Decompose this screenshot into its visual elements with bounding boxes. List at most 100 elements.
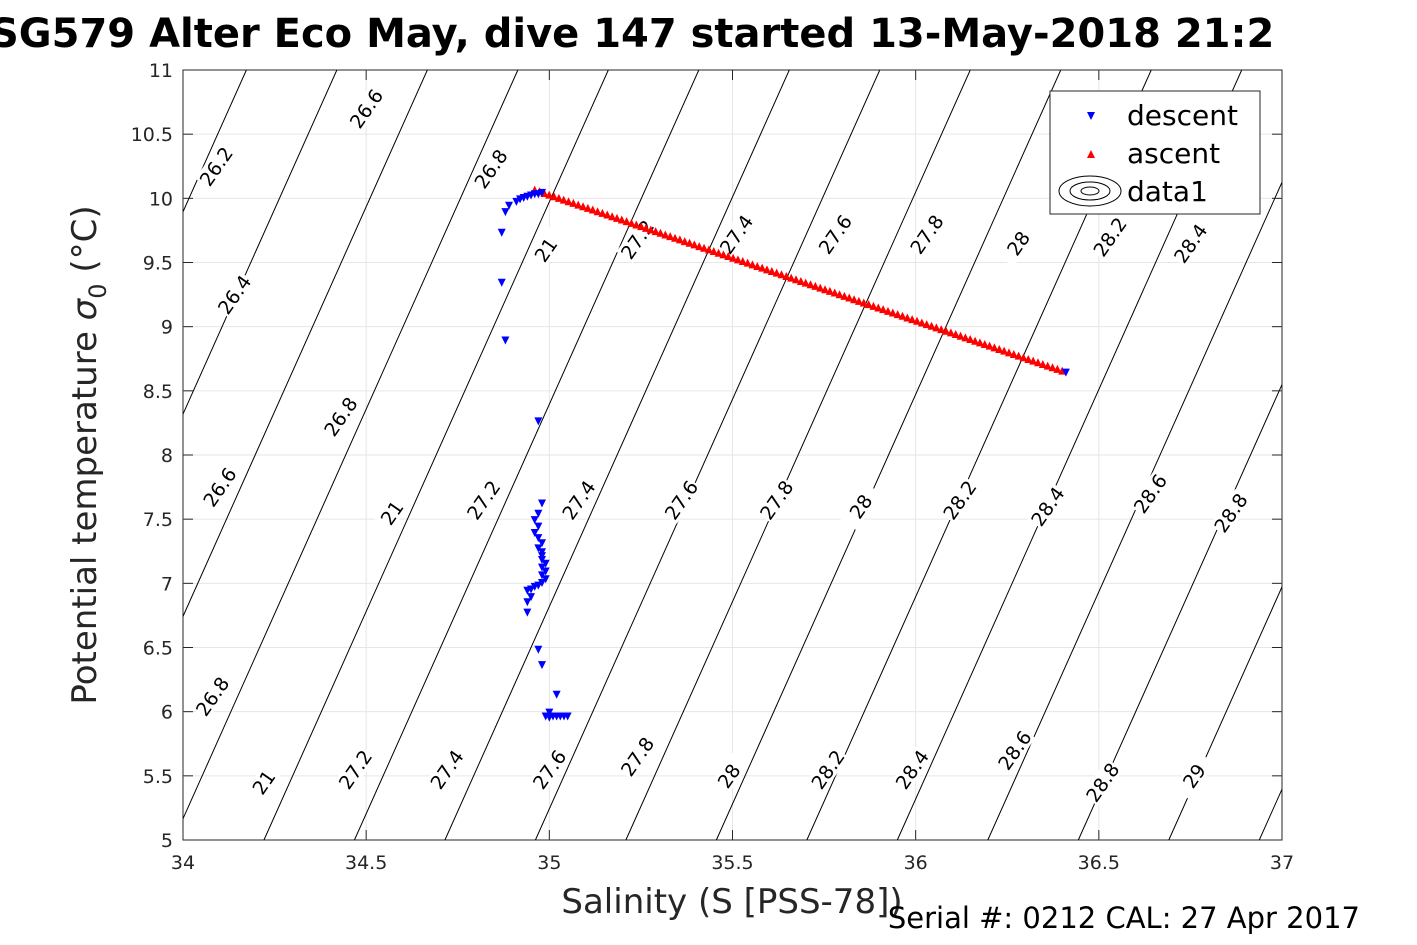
ascent-point (966, 335, 975, 344)
legend-box (1049, 90, 1261, 215)
descent-point (534, 509, 543, 518)
descent-point (534, 645, 543, 654)
x-axis-label: Salinity (S [PSS-78]) (561, 882, 902, 922)
ascent-point (559, 195, 568, 204)
ascent-point (811, 281, 820, 290)
ascent-point (656, 228, 665, 237)
isopycnal-label: 27.8 (906, 211, 948, 258)
isopycnal-label-bg (1089, 213, 1131, 261)
ascent-point (835, 290, 844, 299)
ascent-series (530, 185, 1067, 375)
ascent-point (942, 326, 951, 335)
ascent-point (690, 240, 699, 249)
ascent-point (908, 315, 917, 324)
ascent-point (762, 265, 771, 274)
descent-point (538, 539, 547, 548)
ascent-point (695, 242, 704, 251)
ascent-point (796, 276, 805, 285)
isopycnal-line (1350, 70, 1417, 840)
ascent-point (748, 260, 757, 269)
descent-point (538, 188, 547, 197)
y-axis-label-unit: (°C) (65, 205, 105, 283)
isopycnal-label: 26.2 (196, 143, 238, 190)
legend-ascent-label: ascent (1127, 137, 1220, 170)
isopycnal-line (444, 70, 790, 840)
isopycnal-label-bg (1026, 482, 1069, 531)
y-axis-label-main: Potential temperature (65, 320, 105, 704)
isopycnal-line (353, 70, 700, 840)
isopycnal-label-bg (660, 476, 703, 524)
isopycnal-line (1168, 585, 1282, 840)
y-axis-label: Potential temperature σ0 (°C) (65, 205, 112, 704)
ascent-point (1019, 353, 1028, 362)
isopycnal-line (183, 70, 338, 416)
isopycnal-label-bg (997, 219, 1040, 268)
isopycnal-label-bg (993, 726, 1036, 774)
y-tick-label: 6.5 (143, 638, 173, 660)
ascent-point (1029, 356, 1038, 365)
isopycnal-label-bg (198, 463, 241, 511)
legend-data1-label: data1 (1127, 175, 1208, 208)
ascent-point (680, 237, 689, 246)
x-tick-label: 37 (1270, 852, 1294, 874)
y-tick-label: 10.5 (131, 124, 173, 146)
ascent-point (883, 306, 892, 315)
isopycnal-label: 26.4 (214, 272, 256, 319)
isopycnal-label-bg (1081, 758, 1124, 807)
descent-point (534, 522, 543, 531)
isopycnal-label: 28.2 (807, 746, 849, 793)
ascent-point (874, 303, 883, 312)
ascent-point (888, 308, 897, 317)
isopycnal-label-bg (425, 745, 468, 794)
descent-point (534, 417, 543, 426)
isopycnal-label: 28.2 (939, 477, 981, 524)
y-tick-label: 10 (149, 188, 173, 210)
ascent-point (787, 273, 796, 282)
ascent-point (1004, 348, 1013, 357)
isopycnal-label: 26.6 (346, 85, 388, 132)
descent-point (501, 336, 510, 345)
ascent-point (946, 328, 955, 337)
x-tick-label: 34.5 (345, 852, 387, 874)
ascent-point (859, 298, 868, 307)
ascent-point (937, 325, 946, 334)
y-tick-label: 11 (149, 60, 173, 82)
ascent-point (1000, 346, 1009, 355)
isopycnal-label-bg (1169, 219, 1212, 268)
ascent-point (729, 253, 738, 262)
ascent-point (898, 311, 907, 320)
isopycnal-label: 28.6 (994, 727, 1036, 774)
isopycnal-label: 27.4 (426, 746, 468, 793)
isopycnal-label: 27.6 (815, 211, 857, 258)
isopycnal-label-bg (195, 142, 237, 191)
isopycnal-label-bg (708, 752, 750, 800)
isopycnal-label-bg (755, 476, 798, 524)
ascent-point (622, 217, 631, 226)
ascent-point (724, 252, 733, 261)
isopycnal-label-bg (715, 210, 757, 259)
ascent-point (550, 192, 559, 201)
x-tick-label: 34 (171, 852, 195, 874)
ascent-point (685, 238, 694, 247)
isopycnal-line (534, 70, 881, 840)
ascent-point (574, 200, 583, 209)
descent-point (501, 208, 510, 217)
ascent-point (738, 257, 747, 266)
isopycnal-label: 26.8 (470, 146, 512, 193)
isopycnal-label: 28.8 (1210, 490, 1252, 537)
ascent-point (913, 316, 922, 325)
isopycnal-label-bg (557, 476, 600, 524)
ascent-point (753, 261, 762, 270)
ascent-point (603, 210, 612, 219)
ascent-point (927, 321, 936, 330)
isopycnal-line (183, 70, 428, 618)
descent-point (563, 712, 572, 721)
ascent-point (879, 305, 888, 314)
isopycnal-label: 27.8 (617, 734, 659, 781)
ascent-point (675, 235, 684, 244)
ascent-point (608, 212, 617, 221)
isopycnal-line (183, 70, 519, 820)
isopycnal-label: 27.4 (716, 211, 758, 258)
ascent-point (995, 345, 1004, 354)
